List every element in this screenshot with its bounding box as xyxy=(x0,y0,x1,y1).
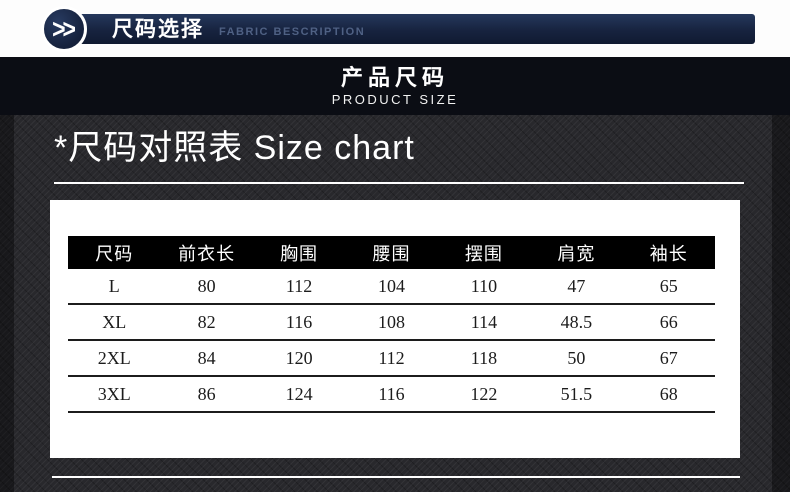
table-cell: 108 xyxy=(377,311,405,332)
column-header: 尺码 xyxy=(95,243,134,264)
table-cell: XL xyxy=(102,311,127,332)
table-cell: 65 xyxy=(659,275,678,296)
table-cell: 86 xyxy=(197,383,216,404)
product-size-band: 产品尺码 PRODUCT SIZE xyxy=(0,57,790,115)
table-cell: 116 xyxy=(285,311,313,332)
size-chart-card: 尺码 前衣长 胸围 腰围 摆围 肩宽 袖长 L 80 112 104 110 47 65 XL 82 116 1… xyxy=(50,200,740,458)
table-cell: 104 xyxy=(377,275,405,296)
table-cell: 68 xyxy=(659,383,678,404)
chevron-badge: >> xyxy=(41,6,87,52)
table-cell: 2XL xyxy=(97,347,131,368)
table-cell: 120 xyxy=(285,347,313,368)
column-header: 前衣长 xyxy=(178,243,236,264)
band-title-cn: 产品尺码 xyxy=(340,65,449,91)
table-cell: 84 xyxy=(197,347,216,368)
banner-subtitle-en: FABRIC BESCRIPTION xyxy=(219,26,366,38)
title-underline xyxy=(54,182,744,184)
table-cell: 114 xyxy=(470,311,498,332)
size-chart-title: *尺码对照表 Size chart xyxy=(54,129,415,167)
size-table: 尺码 前衣长 胸围 腰围 摆围 肩宽 袖长 L 80 112 104 110 47 65 XL 82 116 1… xyxy=(68,236,715,413)
size-table-body: L 80 112 104 110 47 65 XL 82 116 108 114 48.5 66 2XL 84… xyxy=(68,269,715,413)
size-chart-section: *尺码对照表 Size chart 尺码 前衣长 胸围 腰围 摆围 肩宽 袖长 L 80 112… xyxy=(0,115,790,492)
table-cell: 3XL xyxy=(97,383,131,404)
table-row: L 80 112 104 110 47 65 xyxy=(68,269,715,305)
table-cell: 67 xyxy=(659,347,678,368)
table-cell: 124 xyxy=(285,383,313,404)
table-cell: 66 xyxy=(659,311,678,332)
table-cell: 50 xyxy=(567,347,586,368)
table-cell: 80 xyxy=(197,275,216,296)
table-cell: 116 xyxy=(378,383,405,404)
double-chevron-right-icon: >> xyxy=(52,13,76,44)
table-row: 2XL 84 120 112 118 50 67 xyxy=(68,341,715,377)
top-banner: 尺码选择 FABRIC BESCRIPTION >> xyxy=(0,0,790,57)
column-header: 肩宽 xyxy=(557,243,596,264)
table-cell: 112 xyxy=(378,347,405,368)
table-cell: 48.5 xyxy=(560,311,593,332)
column-header: 摆围 xyxy=(464,243,503,264)
table-cell: 122 xyxy=(470,383,498,404)
table-row: XL 82 116 108 114 48.5 66 xyxy=(68,305,715,341)
table-cell: 51.5 xyxy=(560,383,593,404)
banner-title-cn: 尺码选择 xyxy=(112,17,204,41)
band-title-en: PRODUCT SIZE xyxy=(331,91,459,107)
column-header: 袖长 xyxy=(649,243,688,264)
bottom-rule xyxy=(52,476,740,478)
table-cell: 112 xyxy=(285,275,313,296)
table-cell: 82 xyxy=(197,311,216,332)
column-header: 胸围 xyxy=(280,243,319,264)
table-cell: 47 xyxy=(567,275,586,296)
size-table-header: 尺码 前衣长 胸围 腰围 摆围 肩宽 袖长 xyxy=(68,236,715,269)
banner-bar: 尺码选择 FABRIC BESCRIPTION xyxy=(66,14,755,44)
table-cell: L xyxy=(108,275,120,296)
table-row: 3XL 86 124 116 122 51.5 68 xyxy=(68,377,715,413)
column-header: 腰围 xyxy=(372,243,411,264)
table-cell: 118 xyxy=(470,347,498,368)
table-cell: 110 xyxy=(470,275,498,296)
